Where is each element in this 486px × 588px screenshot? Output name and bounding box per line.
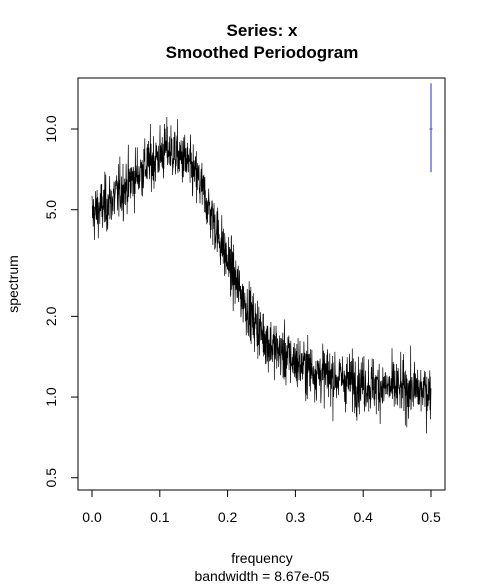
- spectrum-series: [92, 117, 431, 433]
- x-tick-label: 0.0: [82, 509, 102, 525]
- x-tick-label: 0.5: [421, 509, 441, 525]
- x-axis: 0.0 0.1 0.2 0.3 0.4 0.5: [82, 490, 441, 525]
- x-axis-label: frequency: [231, 550, 292, 566]
- confidence-interval: [430, 83, 433, 172]
- spectrum-line: [92, 117, 431, 433]
- y-tick-label: 2.0: [43, 306, 59, 326]
- y-axis-label: spectrum: [5, 255, 21, 313]
- y-axis: 0.5 1.0 2.0 5.0 10.0: [43, 115, 78, 487]
- x-tick-label: 0.3: [286, 509, 306, 525]
- x-tick-label: 0.2: [218, 509, 238, 525]
- y-tick-label: 5.0: [43, 200, 59, 220]
- x-tick-label: 0.4: [353, 509, 373, 525]
- chart-subtitle: Smoothed Periodogram: [166, 43, 359, 62]
- y-tick-label: 0.5: [43, 468, 59, 488]
- x-tick-label: 0.1: [150, 509, 170, 525]
- y-tick-label: 1.0: [43, 387, 59, 407]
- y-tick-label: 10.0: [43, 115, 59, 142]
- plot-frame: [78, 78, 445, 490]
- bandwidth-label: bandwidth = 8.67e-05: [194, 568, 329, 584]
- chart-title: Series: x: [227, 21, 298, 40]
